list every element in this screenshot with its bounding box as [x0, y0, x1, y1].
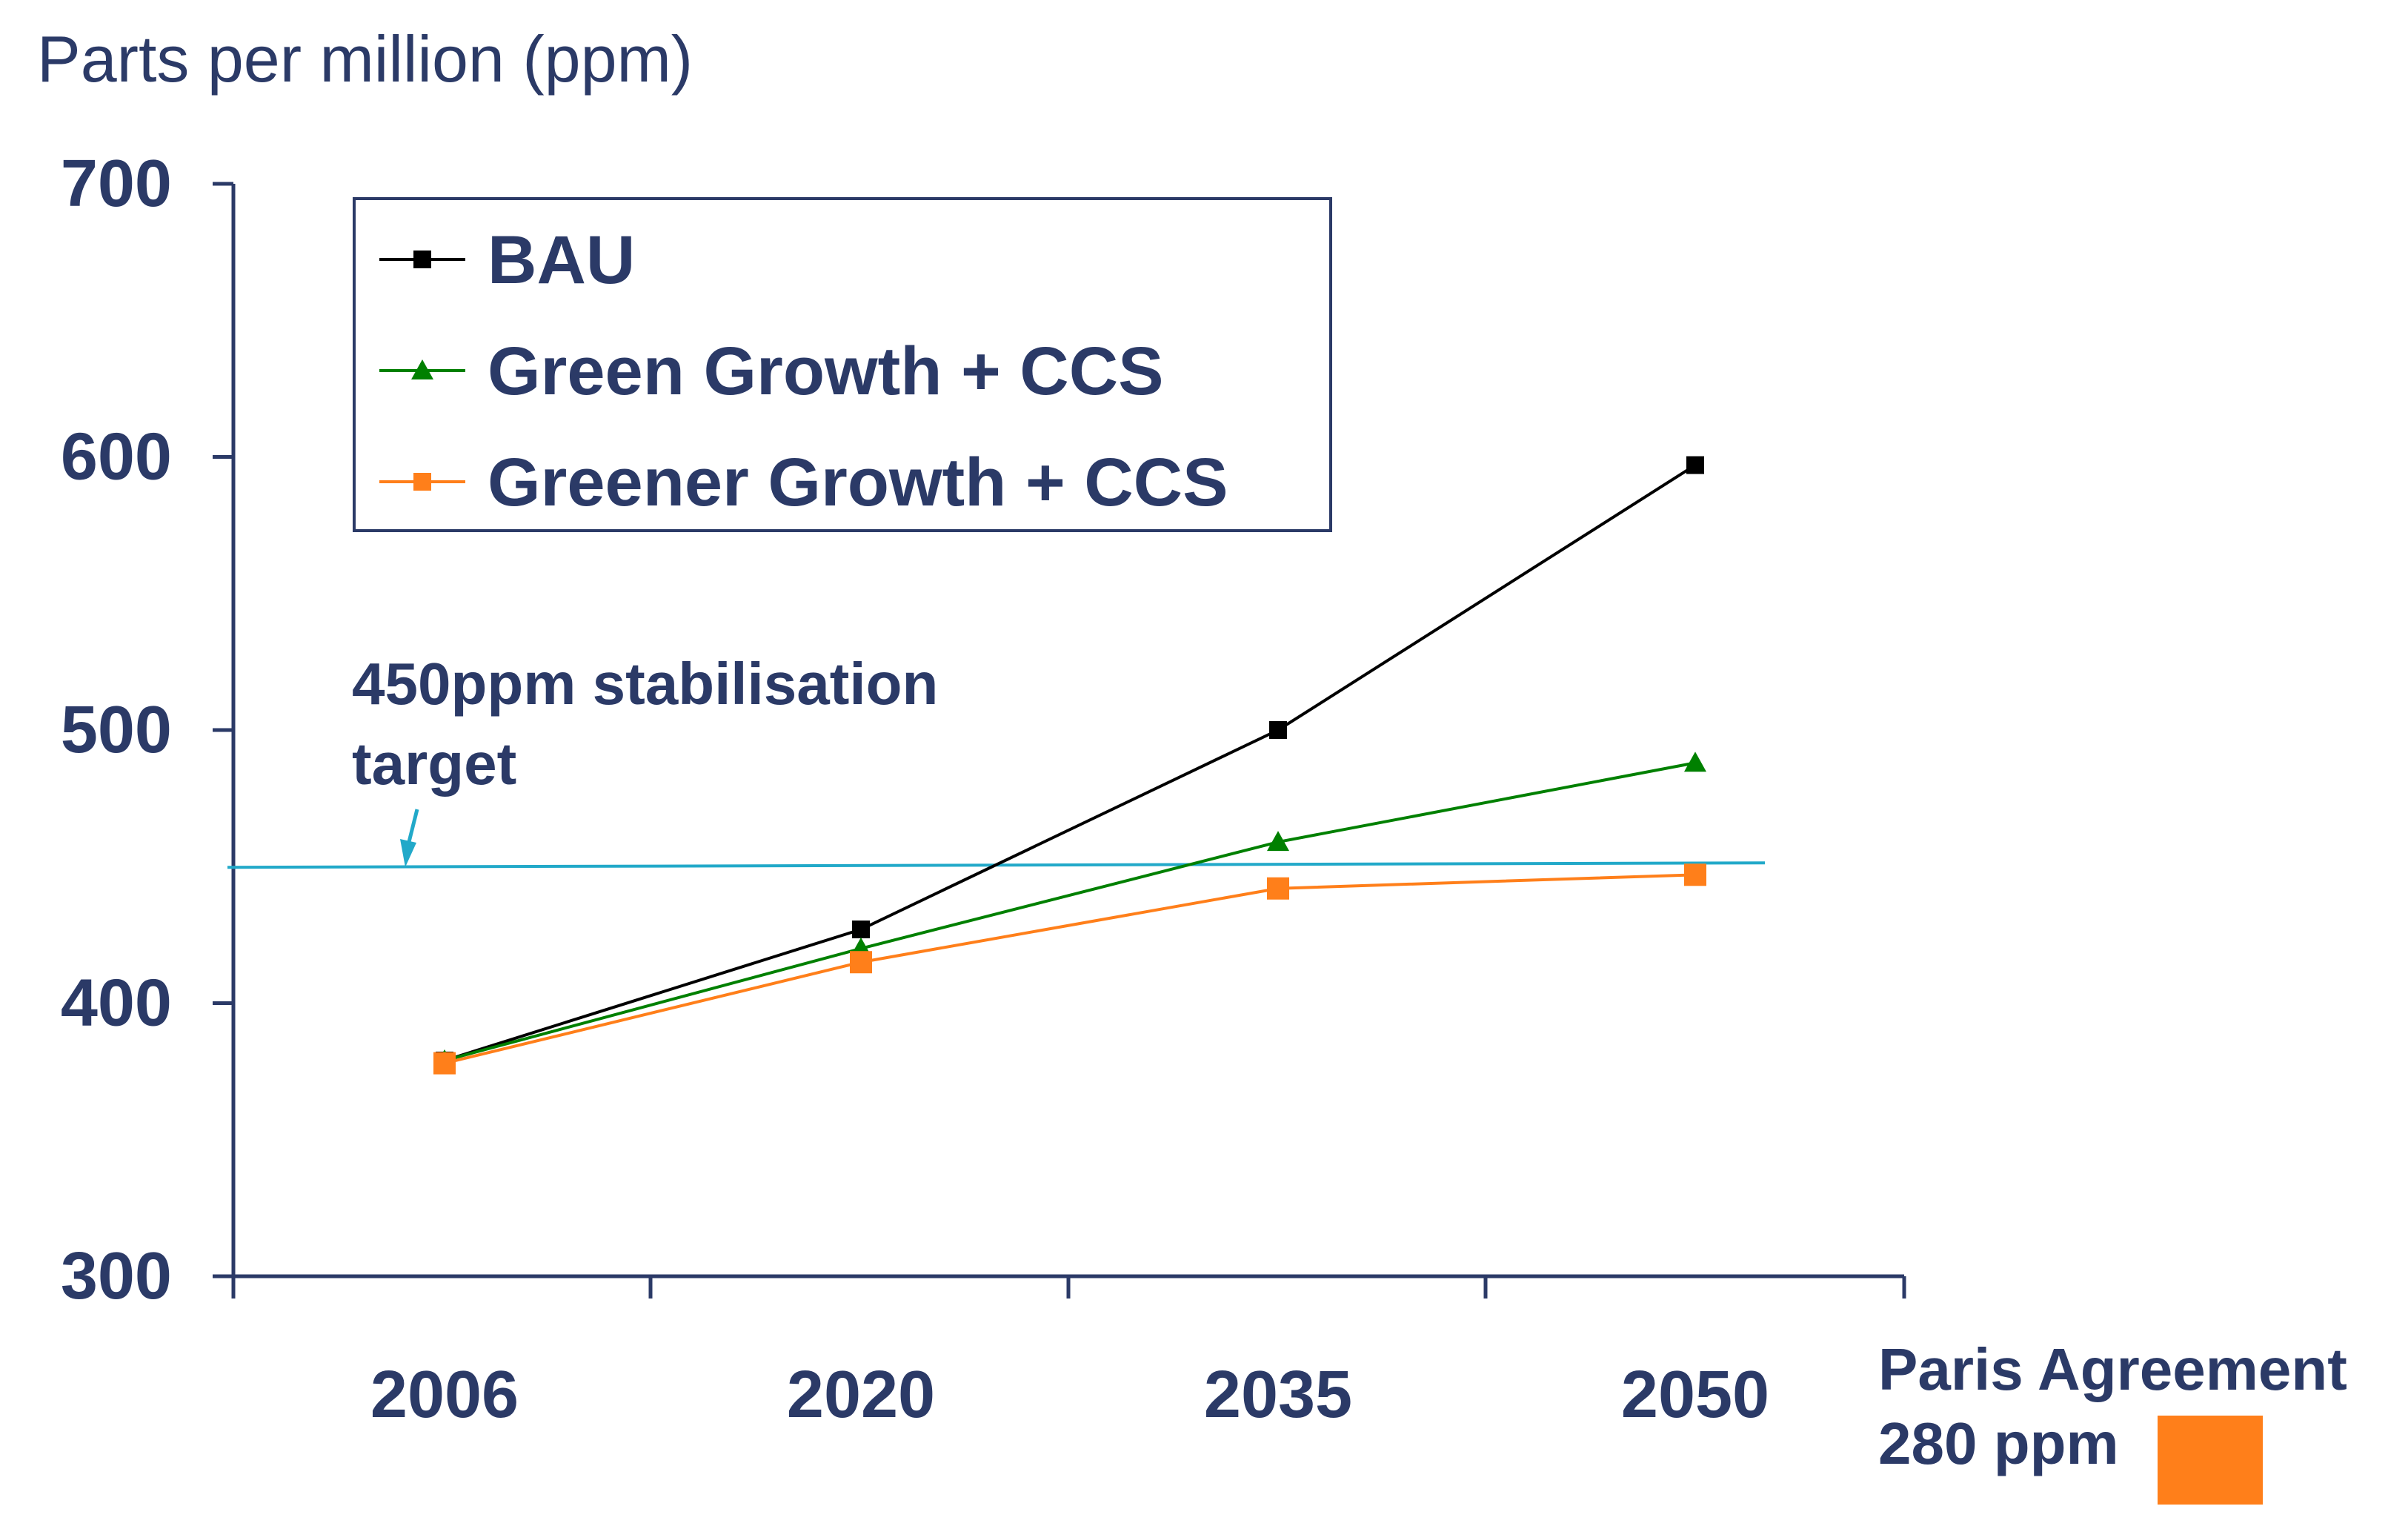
data-point: [850, 951, 872, 974]
data-point: [1267, 831, 1289, 852]
data-point: [433, 1052, 456, 1075]
plot-area: 300 400 500 600 700 2006 2020 2035 2050: [61, 147, 1906, 1432]
data-point: [852, 921, 870, 939]
paris-annotation: Paris Agreement 280 ppm: [1878, 1336, 2347, 1505]
data-point: [1267, 877, 1289, 900]
x-tick-label: 2020: [787, 1358, 935, 1432]
reference-label-line1: 450ppm stabilisation: [352, 651, 938, 717]
legend-marker: [413, 251, 431, 268]
legend-label: Green Growth + CCS: [488, 334, 1164, 409]
legend-marker: [411, 359, 433, 379]
legend-box: [353, 197, 1332, 532]
paris-swatch: [2158, 1416, 2263, 1505]
reference-label: 450ppm stabilisation target: [352, 651, 938, 867]
y-tick-label: 600: [61, 420, 172, 494]
y-tick-label: 700: [61, 147, 172, 221]
legend: BAU Green Growth + CCS Greener Growth + CC…: [353, 197, 1332, 532]
reference-arrow-head: [400, 839, 416, 867]
x-tick-label: 2050: [1621, 1358, 1769, 1432]
series-line: [444, 463, 1697, 1062]
x-tick-label: 2035: [1204, 1358, 1352, 1432]
series-group: [433, 456, 1706, 1075]
data-point: [1684, 863, 1706, 886]
y-axis-title: Parts per million (ppm): [37, 22, 693, 96]
x-tick-label: 2006: [370, 1358, 519, 1432]
data-point: [1684, 752, 1706, 772]
legend-label: Greener Growth + CCS: [488, 445, 1228, 520]
reference-label-line2: target: [352, 731, 516, 797]
data-point: [1686, 456, 1704, 474]
series-line: [444, 873, 1696, 1065]
data-point: [1269, 721, 1287, 739]
y-tick-label: 300: [61, 1239, 172, 1313]
series-line: [444, 761, 1696, 1062]
paris-annotation-line2: 280 ppm: [1878, 1410, 2119, 1476]
paris-annotation-line1: Paris Agreement: [1878, 1336, 2347, 1402]
y-tick-label: 400: [61, 966, 172, 1041]
legend-marker: [413, 473, 431, 491]
y-tick-label: 500: [61, 693, 172, 767]
legend-label: BAU: [488, 222, 635, 298]
